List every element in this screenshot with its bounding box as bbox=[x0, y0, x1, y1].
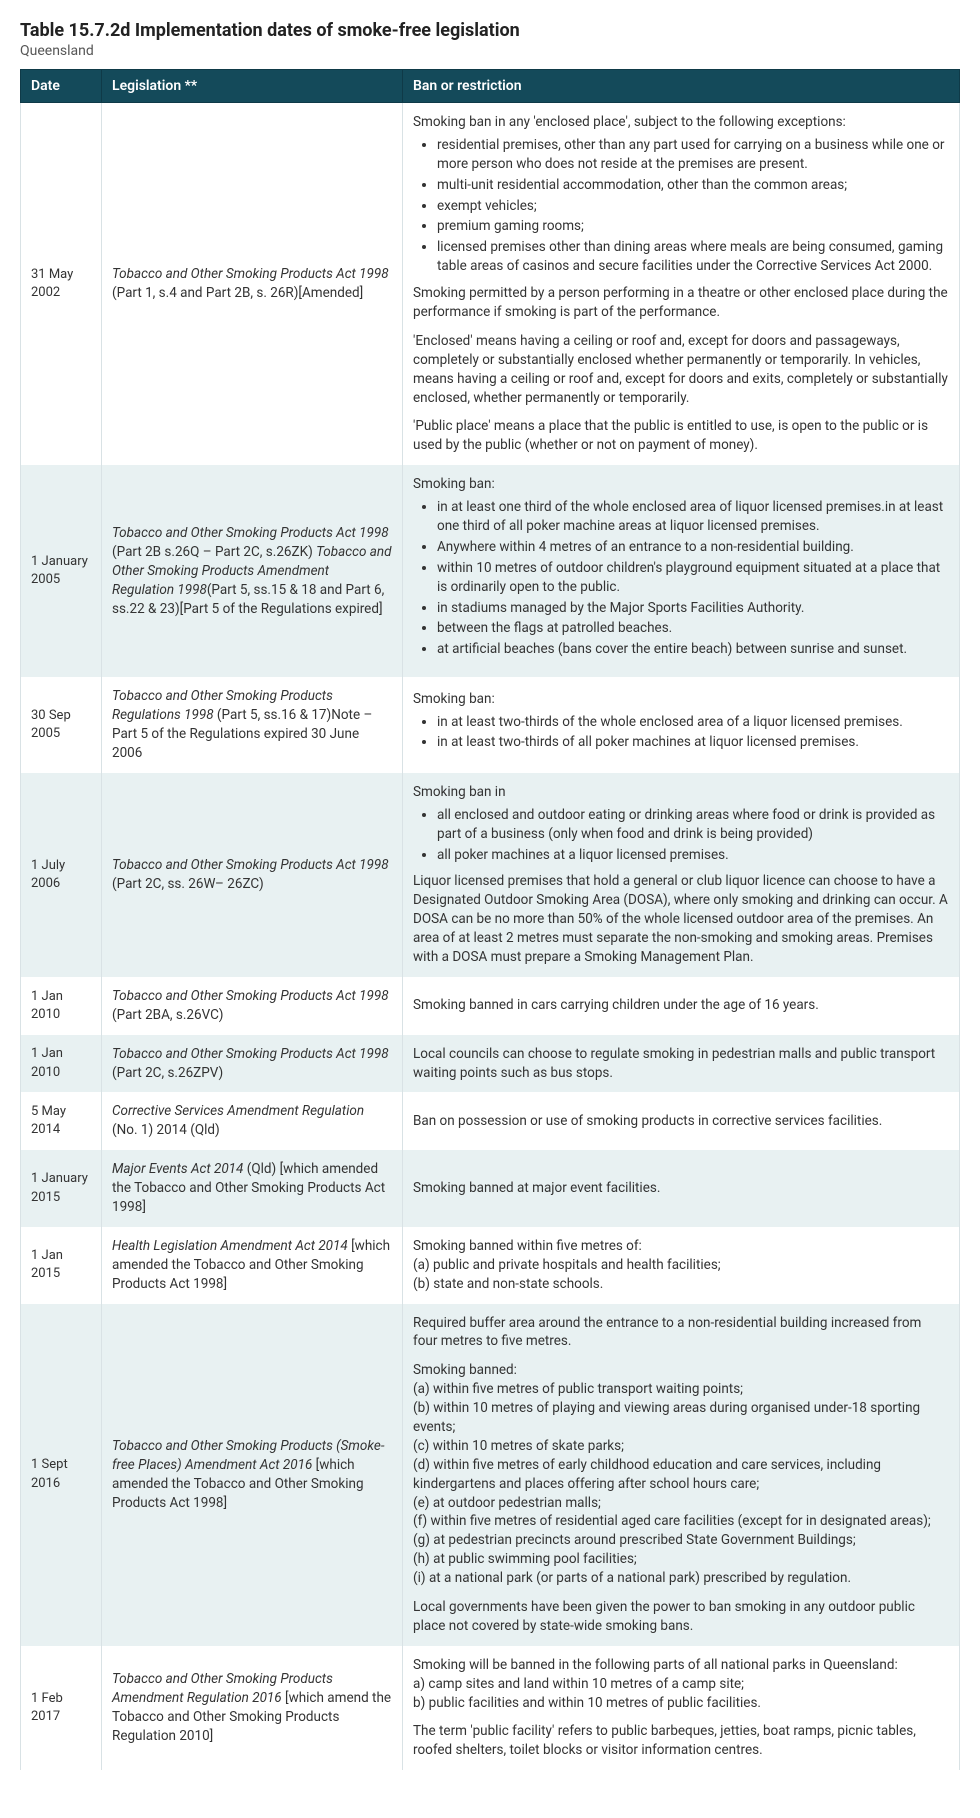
cell-ban: Local councils can choose to regulate sm… bbox=[403, 1035, 960, 1093]
cell-ban: Ban on possession or use of smoking prod… bbox=[403, 1092, 960, 1150]
cell-legislation: Tobacco and Other Smoking Products Act 1… bbox=[102, 773, 403, 977]
cell-legislation: Tobacco and Other Smoking Products Amend… bbox=[102, 1646, 403, 1770]
cell-date: 1 July 2006 bbox=[21, 773, 102, 977]
cell-date: 1 Sept 2016 bbox=[21, 1304, 102, 1646]
cell-legislation: Tobacco and Other Smoking Products Act 1… bbox=[102, 1035, 403, 1093]
cell-date: 31 May 2002 bbox=[21, 103, 102, 466]
cell-date: 1 Jan 2010 bbox=[21, 977, 102, 1035]
table-row: 5 May 2014Corrective Services Amendment … bbox=[21, 1092, 960, 1150]
cell-date: 5 May 2014 bbox=[21, 1092, 102, 1150]
cell-ban: Required buffer area around the entrance… bbox=[403, 1304, 960, 1646]
cell-legislation: Health Legislation Amendment Act 2014 [w… bbox=[102, 1227, 403, 1304]
col-legislation: Legislation ** bbox=[102, 70, 403, 103]
table-body: 31 May 2002Tobacco and Other Smoking Pro… bbox=[21, 103, 960, 1771]
cell-ban: Smoking ban:in at least two-thirds of th… bbox=[403, 677, 960, 773]
table-row: 31 May 2002Tobacco and Other Smoking Pro… bbox=[21, 103, 960, 466]
table-row: 1 January 2005Tobacco and Other Smoking … bbox=[21, 465, 960, 677]
col-date: Date bbox=[21, 70, 102, 103]
cell-ban: Smoking ban:in at least one third of the… bbox=[403, 465, 960, 677]
cell-ban: Smoking ban in any 'enclosed place', sub… bbox=[403, 103, 960, 466]
table-title: Table 15.7.2d Implementation dates of sm… bbox=[20, 20, 960, 41]
cell-legislation: Tobacco and Other Smoking Products Regul… bbox=[102, 677, 403, 773]
cell-legislation: Corrective Services Amendment Regulation… bbox=[102, 1092, 403, 1150]
cell-date: 1 Jan 2010 bbox=[21, 1035, 102, 1093]
cell-date: 30 Sep 2005 bbox=[21, 677, 102, 773]
cell-ban: Smoking banned at major event facilities… bbox=[403, 1150, 960, 1227]
cell-date: 1 Jan 2015 bbox=[21, 1227, 102, 1304]
cell-ban: Smoking banned in cars carrying children… bbox=[403, 977, 960, 1035]
table-subtitle: Queensland bbox=[20, 43, 960, 59]
cell-ban: Smoking will be banned in the following … bbox=[403, 1646, 960, 1770]
cell-date: 1 January 2015 bbox=[21, 1150, 102, 1227]
cell-legislation: Major Events Act 2014 (Qld) [which amend… bbox=[102, 1150, 403, 1227]
cell-legislation: Tobacco and Other Smoking Products Act 1… bbox=[102, 103, 403, 466]
legislation-table: Date Legislation ** Ban or restriction 3… bbox=[20, 69, 960, 1770]
table-row: 1 Jan 2015Health Legislation Amendment A… bbox=[21, 1227, 960, 1304]
cell-date: 1 January 2005 bbox=[21, 465, 102, 677]
cell-date: 1 Feb 2017 bbox=[21, 1646, 102, 1770]
cell-ban: Smoking banned within five metres of:(a)… bbox=[403, 1227, 960, 1304]
table-row: 1 Feb 2017Tobacco and Other Smoking Prod… bbox=[21, 1646, 960, 1770]
col-ban: Ban or restriction bbox=[403, 70, 960, 103]
cell-legislation: Tobacco and Other Smoking Products (Smok… bbox=[102, 1304, 403, 1646]
cell-ban: Smoking ban inall enclosed and outdoor e… bbox=[403, 773, 960, 977]
table-row: 1 July 2006Tobacco and Other Smoking Pro… bbox=[21, 773, 960, 977]
table-row: 1 Sept 2016Tobacco and Other Smoking Pro… bbox=[21, 1304, 960, 1646]
cell-legislation: Tobacco and Other Smoking Products Act 1… bbox=[102, 465, 403, 677]
table-row: 1 Jan 2010Tobacco and Other Smoking Prod… bbox=[21, 977, 960, 1035]
table-row: 30 Sep 2005Tobacco and Other Smoking Pro… bbox=[21, 677, 960, 773]
table-row: 1 Jan 2010Tobacco and Other Smoking Prod… bbox=[21, 1035, 960, 1093]
table-row: 1 January 2015Major Events Act 2014 (Qld… bbox=[21, 1150, 960, 1227]
cell-legislation: Tobacco and Other Smoking Products Act 1… bbox=[102, 977, 403, 1035]
